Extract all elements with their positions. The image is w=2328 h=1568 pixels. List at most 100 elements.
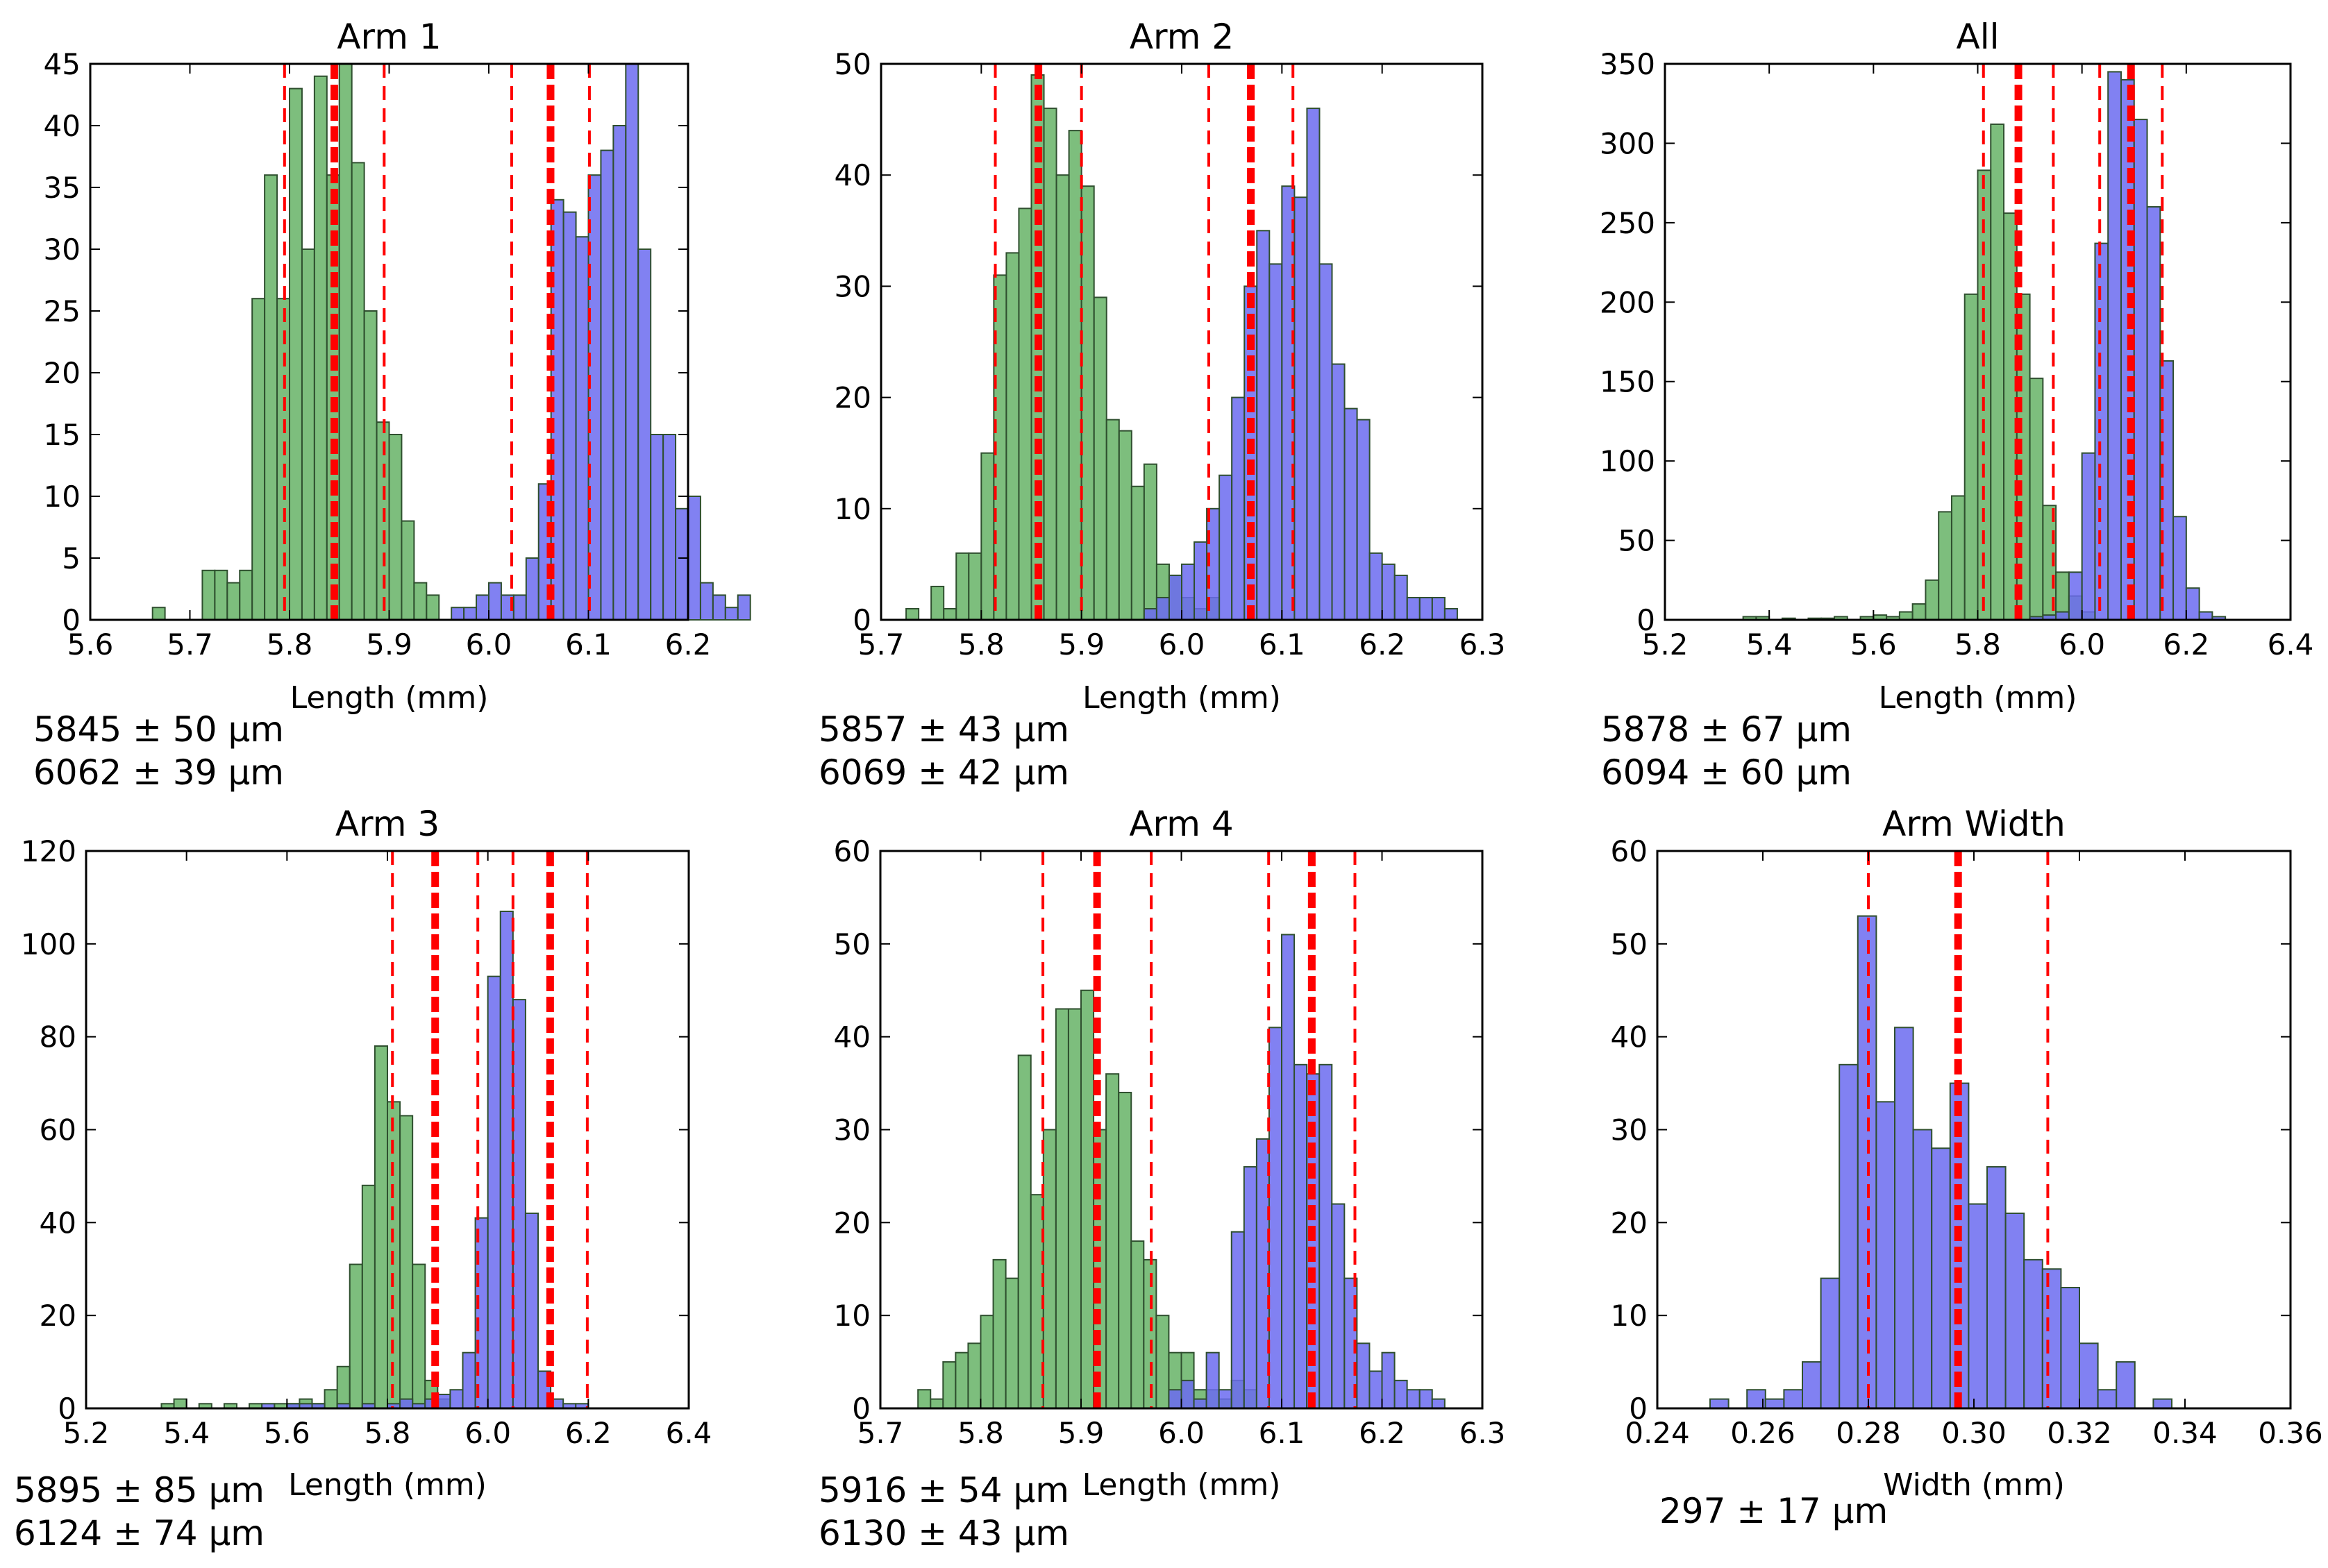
x-axis-label: Length (mm) [288, 1467, 487, 1503]
histogram-bar [1894, 1027, 1914, 1409]
y-tick-label: 200 [1600, 285, 1655, 319]
stat-annotation: 297 ± 17 μm [1659, 1491, 1888, 1531]
y-tick-label: 100 [1600, 444, 1655, 478]
histogram-bar [487, 975, 501, 1410]
x-tick-label: 0.24 [1625, 1416, 1690, 1450]
histogram-bar [449, 1389, 464, 1409]
histogram-bar [1331, 363, 1346, 621]
x-tick-label: 5.9 [1058, 627, 1105, 661]
histogram-bar [1005, 1277, 1019, 1409]
y-tick-label: 150 [1600, 365, 1655, 399]
histogram-bar [1406, 1389, 1421, 1409]
histogram-bar [1130, 485, 1145, 621]
chart-title: All [1957, 17, 2000, 57]
histogram-bar [1105, 419, 1120, 621]
chart-title: Arm 1 [337, 17, 441, 57]
histogram-bar [943, 607, 957, 621]
y-tick-label: 40 [834, 1020, 871, 1054]
histogram-bar [1709, 1398, 1730, 1410]
x-tick-label: 5.8 [957, 1416, 1004, 1450]
histogram-bar [675, 507, 689, 621]
histogram-bar [930, 1398, 944, 1410]
y-tick-label: 45 [44, 47, 81, 81]
histogram-bar [336, 1365, 351, 1410]
histogram-bar [1118, 430, 1132, 621]
chart-panel: 5.2 5.4 5.6 5.8 6.0 6.2 6.4 0 20 40 60 80 100 120 Arm … [14, 804, 712, 1553]
x-tick-label: 5.7 [857, 1416, 904, 1450]
histogram-bar [2060, 1287, 2080, 1410]
y-tick-label: 250 [1600, 206, 1655, 240]
chart-title: Arm 4 [1129, 804, 1233, 844]
histogram-bar [313, 75, 328, 621]
histogram-bar [1118, 1091, 1132, 1409]
x-axis-label: Width (mm) [1883, 1467, 2065, 1503]
stat-annotation: 6062 ± 39 μm [33, 752, 284, 793]
histogram-bar [992, 1258, 1007, 1410]
histogram-bar [399, 1115, 414, 1410]
y-tick-label: 40 [1611, 1020, 1648, 1054]
histogram-bar [399, 1398, 414, 1410]
histogram-bar [1839, 1063, 1859, 1409]
histogram-bar [575, 236, 589, 621]
y-tick-label: 60 [1611, 834, 1648, 868]
histogram-bar [2004, 1212, 2025, 1409]
histogram-bar [2152, 1398, 2172, 1410]
y-tick-label: 10 [834, 1299, 871, 1333]
histogram-bar [1443, 607, 1458, 621]
x-axis-label: Length (mm) [1082, 680, 1281, 716]
y-tick-label: 50 [835, 47, 871, 81]
y-tick-label: 60 [834, 834, 871, 868]
histogram-bar [712, 594, 726, 621]
histogram-bar [173, 1398, 187, 1410]
histogram-bar [1218, 1389, 1232, 1409]
x-tick-label: 0.28 [1836, 1416, 1901, 1450]
y-tick-label: 0 [58, 1392, 76, 1426]
x-tick-label: 6.0 [466, 627, 512, 661]
histogram-bar [1963, 293, 1979, 621]
x-axis-label: Length (mm) [1879, 680, 2077, 716]
x-tick-label: 5.8 [958, 627, 1005, 661]
x-tick-label: 5.9 [1058, 1416, 1105, 1450]
histogram-bar [413, 582, 428, 621]
histogram-bar [1042, 1129, 1057, 1409]
x-tick-label: 6.2 [565, 1416, 612, 1450]
histogram-bar [239, 569, 253, 621]
y-tick-label: 0 [853, 603, 871, 637]
histogram-bar [600, 149, 614, 621]
histogram-bar [955, 552, 970, 621]
histogram-bar [1181, 563, 1196, 621]
histogram-bar [917, 1389, 932, 1409]
y-tick-label: 10 [835, 492, 871, 526]
x-tick-label: 5.4 [1746, 627, 1793, 661]
histogram-bar [1898, 611, 1914, 621]
histogram-bar [1393, 1379, 1408, 1409]
histogram-bar [437, 1393, 451, 1410]
histogram-bar [1356, 1342, 1371, 1409]
histogram-bar [451, 607, 465, 621]
histogram-bar [338, 63, 353, 621]
histogram-bar [524, 1212, 539, 1409]
histogram-bar [1093, 296, 1107, 621]
x-axis-label: Length (mm) [1082, 1467, 1281, 1503]
x-tick-label: 6.0 [2059, 627, 2105, 661]
histogram-bar [2133, 119, 2148, 621]
x-tick-label: 6.3 [1459, 627, 1506, 661]
histogram-bar [1168, 1389, 1182, 1409]
histogram-bar [1080, 989, 1095, 1409]
histogram-bar [1293, 196, 1308, 621]
histogram-bar [2097, 1389, 2118, 1409]
histogram-bar [499, 910, 514, 1410]
y-tick-label: 120 [21, 834, 76, 868]
histogram-bar [724, 607, 739, 621]
histogram-bar [1764, 1398, 1785, 1410]
histogram-bar [562, 211, 577, 621]
histogram-bar [525, 557, 539, 621]
y-tick-label: 20 [835, 381, 871, 415]
y-tick-label: 40 [44, 109, 81, 143]
stat-annotation: 6130 ± 43 μm [819, 1513, 1069, 1553]
y-tick-label: 50 [834, 927, 871, 961]
y-tick-label: 300 [1600, 126, 1655, 160]
x-tick-label: 5.8 [1954, 627, 2001, 661]
x-tick-label: 5.9 [366, 627, 412, 661]
histogram-bar [1990, 123, 2005, 621]
